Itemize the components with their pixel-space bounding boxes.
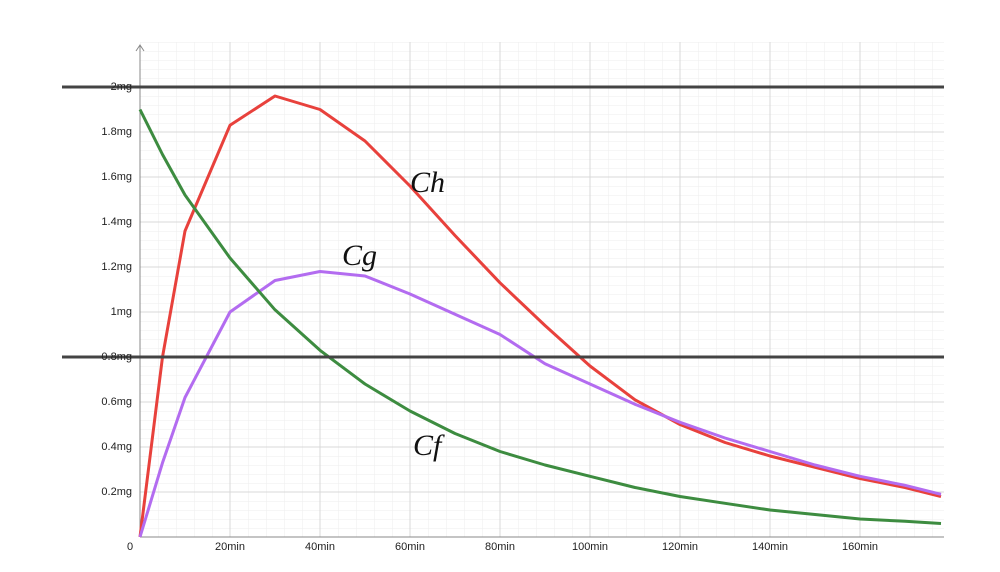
x-tick-label: 100min xyxy=(572,541,608,553)
y-tick-label: 1.8mg xyxy=(101,126,132,138)
x-tick-label: 120min xyxy=(662,541,698,553)
x-tick-label: 140min xyxy=(752,541,788,553)
y-tick-label: 1mg xyxy=(111,306,132,318)
x-tick-label: 80min xyxy=(485,541,515,553)
series-label: Ch xyxy=(410,166,445,199)
y-tick-label: 1.2mg xyxy=(101,261,132,273)
x-tick-label: 40min xyxy=(305,541,335,553)
x-tick-label: 160min xyxy=(842,541,878,553)
y-tick-label: 0.8mg xyxy=(101,351,132,363)
x-tick-label: 20min xyxy=(215,541,245,553)
y-tick-label: 0.2mg xyxy=(101,486,132,498)
x-tick-label: 60min xyxy=(395,541,425,553)
y-tick-label: 0.6mg xyxy=(101,396,132,408)
series-label: Cf xyxy=(413,429,445,462)
line-series xyxy=(138,108,942,525)
y-tick-label: 2mg xyxy=(111,81,132,93)
series-label: Cg xyxy=(342,239,377,272)
y-axis-arrow xyxy=(135,44,145,52)
x-tick-label: 0 xyxy=(127,541,133,553)
y-tick-label: 1.4mg xyxy=(101,216,132,228)
y-tick-label: 0.4mg xyxy=(101,441,132,453)
y-tick-label: 1.6mg xyxy=(101,171,132,183)
line-series xyxy=(138,270,942,538)
minor-grid xyxy=(140,42,944,537)
line-series xyxy=(138,94,942,538)
